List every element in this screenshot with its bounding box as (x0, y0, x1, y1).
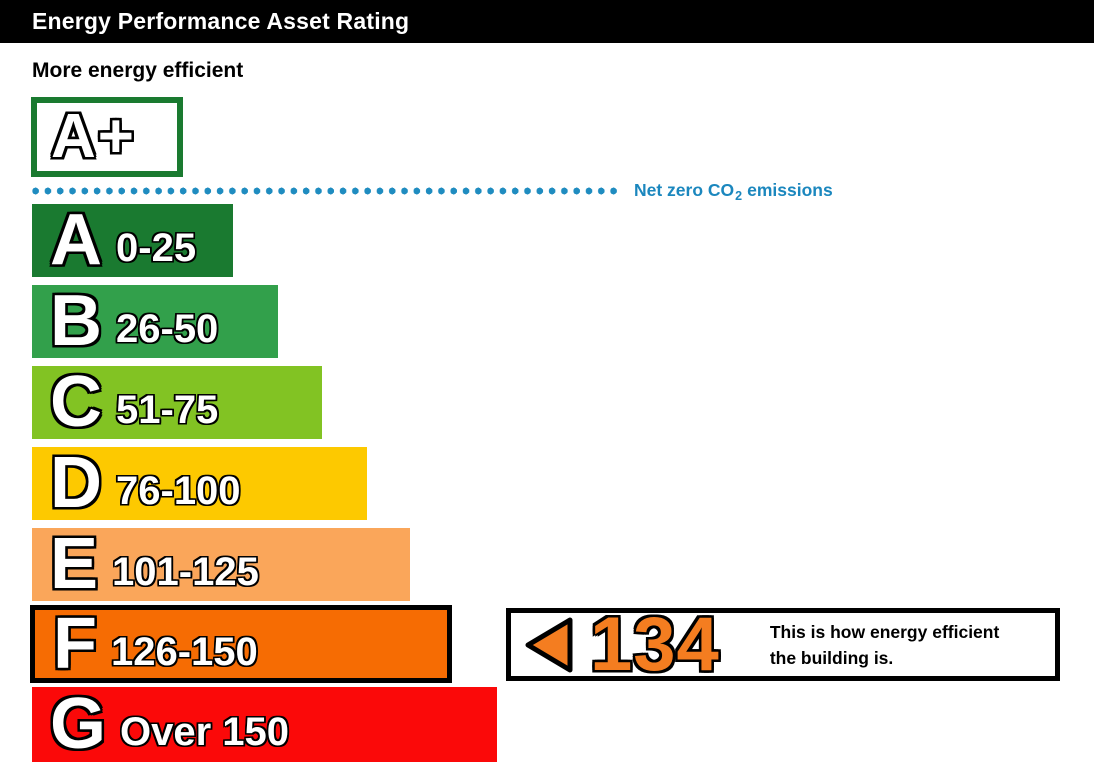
band-range: 126-150 (110, 629, 258, 674)
aplus-band-label: A+ (51, 102, 136, 171)
rating-band-b: B 26-50 (32, 285, 278, 358)
band-range: 76-100 (116, 469, 241, 513)
rating-band-f-current: F 126-150 (30, 605, 452, 683)
band-range: 0-25 (116, 226, 197, 270)
band-letter: F (53, 605, 97, 683)
band-range: 26-50 (116, 307, 219, 351)
rating-band-c: C 51-75 (32, 366, 322, 439)
rating-bands: A 0-25 B 26-50 C 51-75 D 76-100 E 101-12… (30, 204, 1094, 762)
left-arrow-shape (525, 617, 573, 672)
net-zero-suffix: emissions (747, 179, 833, 200)
band-letter: D (50, 447, 102, 520)
net-zero-prefix: Net zero CO (634, 179, 735, 200)
indicator-value: 134 (590, 601, 720, 687)
net-zero-label: Net zero CO2 emissions (634, 180, 833, 203)
more-energy-efficient-label: More energy efficient (32, 59, 244, 82)
left-arrow-icon (525, 617, 573, 672)
aplus-box: A+ (31, 97, 183, 177)
band-range: 101-125 (112, 550, 259, 594)
current-rating-indicator: 134 This is how energy efficient the bui… (506, 601, 1060, 687)
band-letter: C (50, 366, 102, 439)
header-bar: Energy Performance Asset Rating (0, 0, 1094, 43)
band-letter: A (50, 204, 102, 277)
net-zero-subscript: 2 (735, 188, 743, 203)
rating-band-d: D 76-100 (32, 447, 367, 520)
rating-band-a: A 0-25 (32, 204, 233, 277)
indicator-description: This is how energy efficient the buildin… (770, 619, 1000, 671)
indicator-description-line1: This is how energy efficient (769, 621, 1000, 642)
band-range: Over 150 (120, 710, 290, 754)
net-zero-row: Net zero CO2 emissions (32, 180, 1094, 203)
band-letter: B (50, 285, 102, 358)
page-title: Energy Performance Asset Rating (32, 8, 410, 34)
dotted-line (32, 187, 621, 195)
band-range: 51-75 (116, 388, 219, 432)
indicator-description-line2: the building is. (769, 647, 894, 668)
rating-band-g: G Over 150 (32, 687, 497, 762)
band-letter: E (50, 528, 99, 601)
band-letter: G (50, 687, 107, 762)
rating-band-e: E 101-125 (32, 528, 410, 601)
